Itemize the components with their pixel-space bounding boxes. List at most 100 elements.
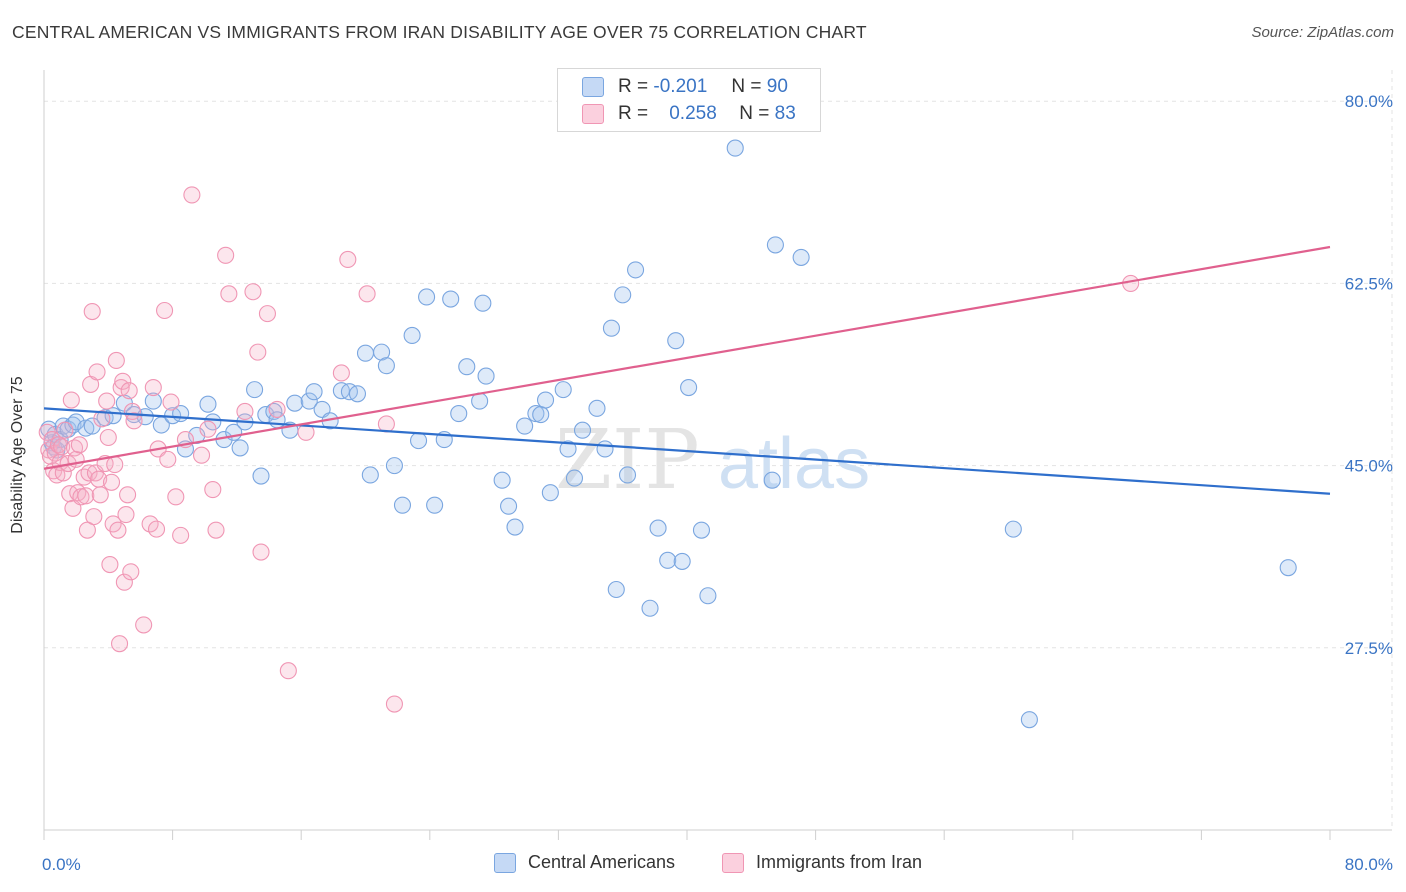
point-central-americans xyxy=(792,248,810,266)
legend-swatch-blue xyxy=(494,852,516,873)
point-central-americans xyxy=(474,294,492,312)
legend-r-label: R = xyxy=(618,103,649,124)
point-central-americans xyxy=(356,344,375,362)
y-tick-label: 62.5% xyxy=(1345,274,1393,293)
point-immigrants-iran xyxy=(339,250,357,269)
point-central-americans xyxy=(305,383,323,401)
point-immigrants-iran xyxy=(244,283,262,301)
point-central-americans xyxy=(393,496,412,514)
point-central-americans xyxy=(559,440,577,458)
point-central-americans xyxy=(1279,559,1297,577)
point-central-americans xyxy=(246,381,264,399)
point-central-americans xyxy=(377,357,395,375)
point-immigrants-iran xyxy=(156,301,174,320)
legend-label: Immigrants from Iran xyxy=(756,852,923,872)
point-immigrants-iran xyxy=(120,382,138,400)
point-immigrants-iran xyxy=(93,410,111,428)
point-central-americans xyxy=(493,471,511,489)
point-immigrants-iran xyxy=(115,573,133,591)
point-central-americans xyxy=(602,319,620,337)
point-central-americans xyxy=(442,290,460,308)
point-immigrants-iran xyxy=(236,402,254,421)
point-immigrants-iran xyxy=(192,446,211,464)
point-central-americans xyxy=(516,417,534,435)
point-central-americans xyxy=(1004,520,1022,538)
point-immigrants-iran xyxy=(217,246,235,264)
legend-swatch-pink xyxy=(722,852,744,873)
point-immigrants-iran xyxy=(144,378,162,397)
point-central-americans xyxy=(1020,711,1038,729)
point-central-americans xyxy=(300,392,318,410)
point-central-americans xyxy=(450,405,468,423)
point-immigrants-iran xyxy=(102,473,121,491)
watermark: ZIP atlas xyxy=(555,413,870,508)
axes xyxy=(43,70,1392,840)
point-immigrants-iran xyxy=(91,486,109,504)
point-central-americans xyxy=(573,421,592,439)
point-central-americans xyxy=(607,580,625,599)
point-central-americans xyxy=(554,381,572,399)
point-central-americans xyxy=(500,497,518,515)
legend-swatch-pink xyxy=(582,104,604,124)
watermark-atlas: atlas xyxy=(718,424,870,504)
point-immigrants-iran xyxy=(85,508,103,526)
point-central-americans xyxy=(627,261,645,279)
point-central-americans xyxy=(144,392,162,410)
point-immigrants-iran xyxy=(98,392,116,410)
point-immigrants-iran xyxy=(167,488,185,506)
point-central-americans xyxy=(532,406,550,424)
legend-item-central-americans: Central Americans xyxy=(494,852,675,873)
legend-swatch-blue xyxy=(582,77,604,97)
legend-n-value: 83 xyxy=(774,103,796,124)
legend-r-label: R = xyxy=(618,76,649,97)
source-credit: Source: ZipAtlas.com xyxy=(1251,24,1394,41)
point-immigrants-iran xyxy=(377,415,395,433)
point-central-americans xyxy=(199,395,217,413)
point-immigrants-iran xyxy=(125,412,143,430)
point-central-americans xyxy=(77,419,95,437)
point-central-americans xyxy=(667,332,685,350)
point-central-americans xyxy=(565,469,584,487)
point-central-americans xyxy=(726,139,744,157)
point-immigrants-iran xyxy=(122,563,140,581)
point-central-americans xyxy=(231,439,249,457)
point-central-americans xyxy=(477,367,495,385)
point-immigrants-iran xyxy=(199,420,217,438)
point-central-americans xyxy=(692,521,711,539)
legend-row-immigrants-iran: R = 0.258 N = 83 xyxy=(582,102,796,126)
point-immigrants-iran xyxy=(99,428,117,447)
point-immigrants-iran xyxy=(109,521,127,539)
point-immigrants-iran xyxy=(332,364,350,382)
point-central-americans xyxy=(426,496,444,514)
point-central-americans xyxy=(763,471,781,489)
y-tick-label: 27.5% xyxy=(1345,639,1393,658)
point-central-americans xyxy=(286,394,304,412)
grid-lines xyxy=(44,70,1393,830)
y-tick-label: 45.0% xyxy=(1345,457,1393,476)
point-immigrants-iran xyxy=(258,305,276,323)
point-immigrants-iran xyxy=(159,450,177,468)
point-immigrants-iran xyxy=(252,543,270,561)
point-immigrants-iran xyxy=(53,438,71,456)
point-immigrants-iran xyxy=(135,616,153,634)
point-immigrants-iran xyxy=(183,186,201,204)
trend-line-immigrants-iran xyxy=(43,245,1331,470)
point-central-americans xyxy=(409,432,428,450)
point-central-americans xyxy=(596,440,614,458)
point-central-americans xyxy=(680,378,698,397)
point-central-americans xyxy=(641,599,659,617)
point-immigrants-iran xyxy=(358,285,376,303)
data-points xyxy=(38,139,1297,729)
point-immigrants-iran xyxy=(172,526,190,544)
point-central-americans xyxy=(403,326,421,345)
point-immigrants-iran xyxy=(80,464,98,482)
legend-n-label: N = xyxy=(731,76,762,97)
point-central-americans xyxy=(541,484,559,502)
point-central-americans xyxy=(252,467,270,485)
legend-r-value: -0.201 xyxy=(653,76,708,97)
point-immigrants-iran xyxy=(107,351,125,370)
point-central-americans xyxy=(649,519,667,537)
point-immigrants-iran xyxy=(111,635,129,653)
point-immigrants-iran xyxy=(207,521,225,539)
